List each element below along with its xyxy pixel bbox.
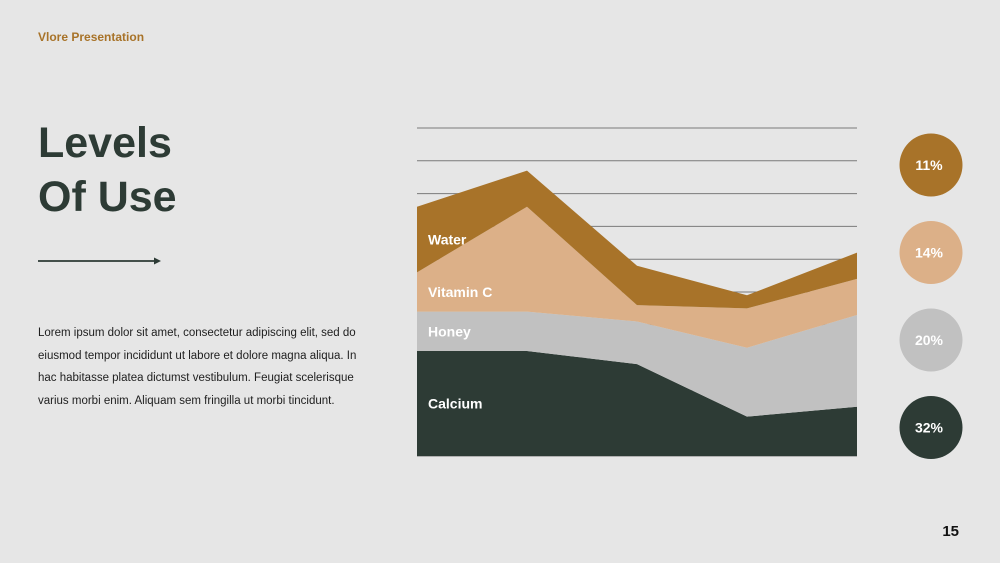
series-label-vitamin-c: Vitamin C <box>428 284 492 300</box>
body-paragraph: Lorem ipsum dolor sit amet, consectetur … <box>38 327 357 407</box>
series-label-honey: Honey <box>428 323 471 339</box>
percent-label-water: 11% <box>915 157 943 173</box>
arrow-right-icon <box>38 257 161 265</box>
series-label-water: Water <box>428 232 467 248</box>
percent-circle-calcium <box>899 396 963 459</box>
percent-label-calcium: 32% <box>915 420 944 436</box>
title-line-2: Of Use <box>38 173 177 221</box>
percent-label-vitamin-c: 14% <box>915 245 944 261</box>
percent-circle-vitamin-c <box>899 221 963 284</box>
percent-circle-honey <box>899 308 963 372</box>
area-calcium <box>417 351 857 456</box>
percent-label-honey: 20% <box>915 332 944 348</box>
brand-label: Vlore Presentation <box>38 30 145 44</box>
area-vitamin-c <box>417 206 857 348</box>
page-title: Levels Of Use <box>38 116 338 224</box>
percent-circle-water <box>899 133 963 197</box>
series-label-calcium: Calcium <box>428 396 482 412</box>
title-line-1: Levels <box>38 119 172 167</box>
page-number: 15 <box>942 523 959 540</box>
area-water <box>417 170 857 309</box>
area-honey <box>417 311 857 417</box>
